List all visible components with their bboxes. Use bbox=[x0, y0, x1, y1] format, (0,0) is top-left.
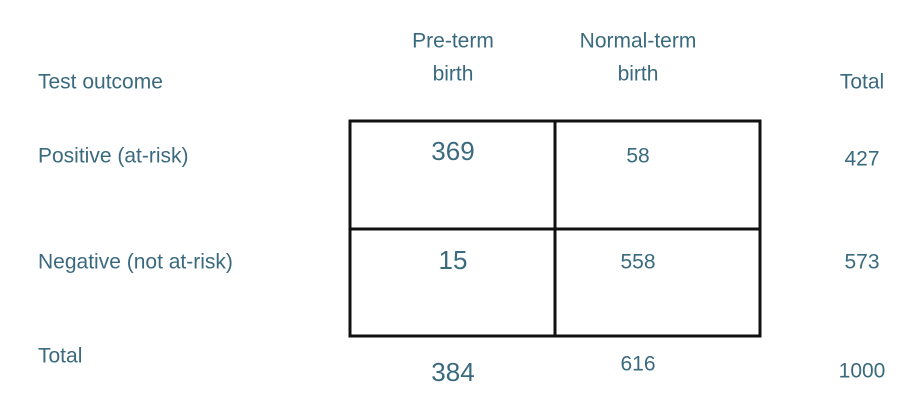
cell-value: 558 bbox=[620, 251, 655, 274]
column-header: birth bbox=[433, 63, 474, 86]
row-label: Negative (not at-risk) bbox=[38, 251, 233, 274]
cell-value: 573 bbox=[844, 251, 879, 274]
cell-value: 58 bbox=[626, 145, 649, 168]
cell-value: 427 bbox=[844, 148, 879, 171]
column-header: birth bbox=[618, 63, 659, 86]
column-header: Normal-term bbox=[580, 30, 697, 53]
cell-value: 384 bbox=[431, 357, 474, 387]
cell-value: 1000 bbox=[839, 360, 886, 383]
corner-label: Test outcome bbox=[38, 71, 163, 94]
column-header: Total bbox=[840, 71, 884, 94]
cell-value: 369 bbox=[431, 136, 474, 166]
column-header: Pre-term bbox=[412, 30, 494, 53]
row-label: Total bbox=[38, 345, 82, 368]
row-label: Positive (at-risk) bbox=[38, 145, 189, 168]
cell-value: 15 bbox=[439, 245, 468, 275]
cell-value: 616 bbox=[620, 353, 655, 376]
